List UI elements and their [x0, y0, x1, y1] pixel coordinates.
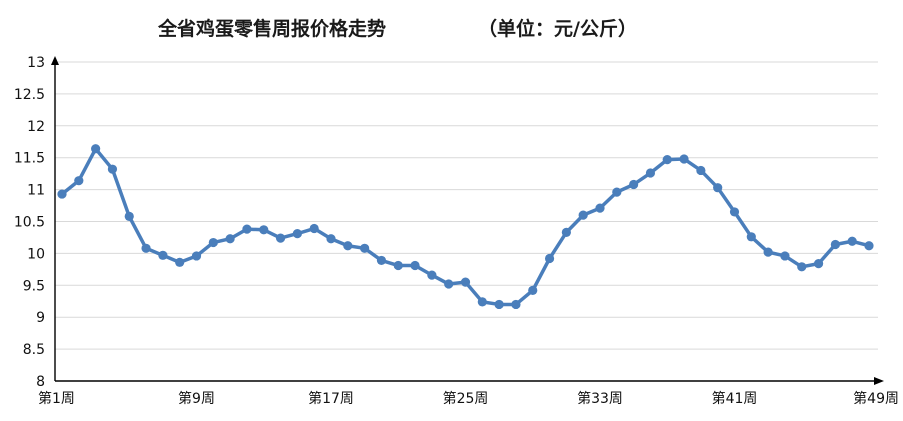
data-point	[511, 299, 521, 310]
data-point	[410, 260, 420, 271]
y-tick-label: 8.5	[23, 342, 45, 358]
data-point	[360, 243, 370, 253]
data-point	[847, 236, 857, 246]
data-point	[124, 211, 134, 221]
data-point	[208, 237, 218, 248]
y-tick-label: 11.5	[14, 151, 45, 167]
data-point	[57, 189, 67, 199]
data-point	[444, 279, 454, 289]
y-tick-label: 10	[27, 246, 45, 262]
data-point	[242, 224, 252, 234]
data-point	[141, 243, 151, 253]
data-point	[763, 247, 773, 257]
data-point	[158, 250, 168, 260]
x-tick-label: 第41周	[712, 390, 758, 407]
x-tick-label: 第17周	[308, 390, 354, 407]
data-point	[813, 259, 824, 269]
y-tick-label: 12.5	[14, 87, 45, 103]
chart-subtitle: （单位：元/公斤）	[478, 17, 637, 40]
x-tick-labels: 第1周 第9周 第17周 第25周 第33周 第41周 第49周	[38, 390, 899, 407]
data-point	[393, 260, 403, 271]
x-tick-label: 第9周	[178, 390, 215, 407]
data-point	[662, 155, 672, 165]
data-point	[729, 207, 740, 217]
y-tick-label: 10.5	[14, 215, 45, 231]
data-point	[427, 270, 437, 280]
data-point	[746, 232, 756, 242]
grid-lines	[55, 61, 878, 350]
data-point	[326, 234, 336, 244]
data-point	[578, 210, 588, 220]
y-tick-labels: 8 8.5 9 9.5 10 10.5 11 11.5 12 12.5 13	[14, 55, 45, 390]
series-layer	[57, 144, 874, 310]
data-point	[74, 176, 84, 186]
x-axis-arrow-icon	[874, 377, 884, 385]
data-point	[864, 241, 874, 251]
data-point	[107, 164, 118, 174]
data-point	[275, 233, 286, 243]
data-point	[309, 223, 319, 234]
data-point	[259, 225, 269, 235]
data-point	[561, 227, 571, 237]
data-point	[797, 262, 807, 272]
data-point	[91, 144, 101, 154]
data-point	[376, 255, 387, 266]
data-point	[175, 257, 185, 267]
data-point	[696, 165, 706, 176]
y-tick-label: 11	[27, 183, 45, 199]
data-point	[292, 229, 302, 239]
x-tick-label: 第25周	[443, 390, 489, 407]
data-point	[713, 183, 723, 193]
data-point	[343, 241, 353, 251]
x-tick-label: 第49周	[853, 390, 899, 407]
x-tick-label: 第1周	[38, 390, 75, 407]
data-point	[191, 251, 202, 261]
y-tick-label: 8	[36, 374, 45, 390]
data-point	[595, 203, 605, 213]
data-point	[830, 239, 840, 250]
data-point	[544, 253, 555, 264]
data-point	[679, 154, 689, 164]
x-tick-label: 第33周	[577, 390, 623, 407]
data-point	[780, 251, 790, 261]
axes	[51, 56, 884, 385]
y-tick-label: 13	[27, 55, 45, 71]
data-point	[629, 179, 639, 190]
y-tick-label: 9.5	[23, 278, 45, 294]
data-point	[225, 234, 235, 244]
data-point	[528, 285, 538, 296]
y-tick-label: 12	[27, 119, 45, 135]
chart-title: 全省鸡蛋零售周报价格走势	[157, 17, 386, 40]
data-point	[460, 277, 471, 287]
data-point	[645, 168, 656, 178]
y-axis-arrow-icon	[51, 56, 59, 65]
data-point	[612, 187, 622, 197]
data-point	[494, 299, 504, 310]
data-point	[477, 297, 487, 307]
y-tick-label: 9	[36, 310, 45, 326]
